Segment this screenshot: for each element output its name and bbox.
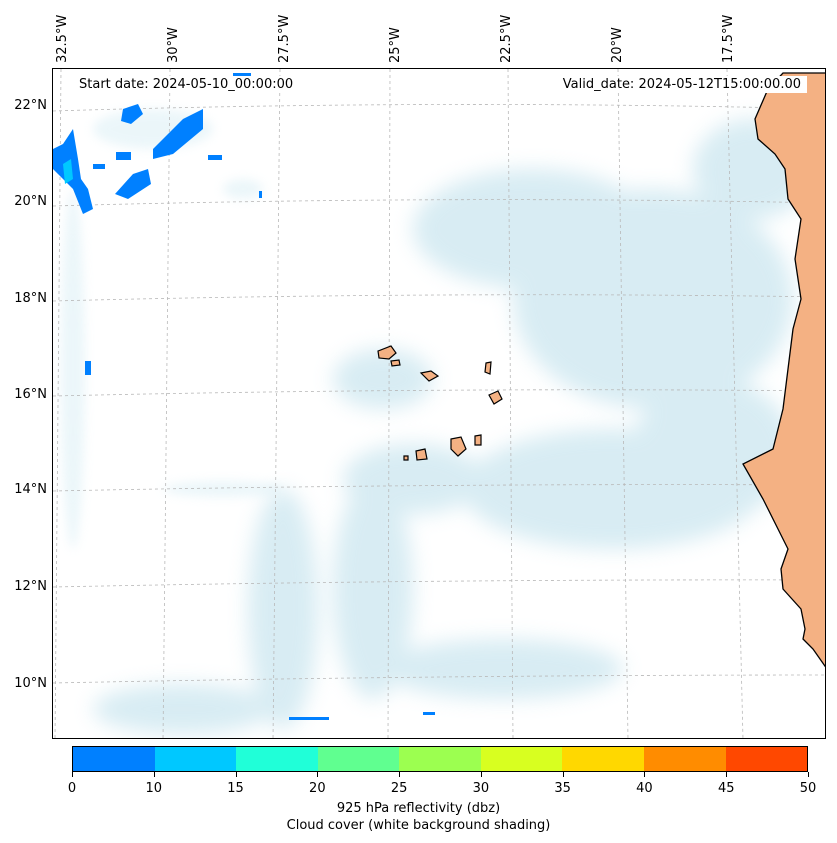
colorbar-tick-label: 25 [391,781,408,796]
colorbar-tick-label: 15 [227,781,244,796]
latitude-label: 22°N [14,98,47,113]
colorbar-segment [481,747,563,771]
colorbar-segment [73,747,155,771]
cloud-cover-light [61,109,283,549]
colorbar-tick-label: 20 [309,781,326,796]
longitude-label: 20°W [610,27,625,63]
longitude-label: 32.5°W [55,15,70,63]
colorbar-tick [808,772,809,777]
colorbar-tick [399,772,400,777]
colorbar-segment [155,747,237,771]
latitude-label: 14°N [14,482,47,497]
longitude-label: 25°W [388,27,403,63]
colorbar-segment [399,747,481,771]
longitude-label: 22.5°W [499,15,514,63]
colorbar-tick [236,772,237,777]
cloud-cover-shading [93,119,813,734]
colorbar-segment [318,747,400,771]
latitude-label: 20°N [14,194,47,209]
colorbar-tick [563,772,564,777]
colorbar-tick [644,772,645,777]
colorbar-tick-label: 30 [473,781,490,796]
longitude-label: 17.5°W [721,15,736,63]
colorbar-segment [726,747,808,771]
colorbar-segment [644,747,726,771]
colorbar-tick-label: 50 [800,781,817,796]
colorbar-tick-label: 35 [554,781,571,796]
colorbar-tick-label: 45 [718,781,735,796]
colorbar-tick-label: 0 [68,781,76,796]
colorbar [72,746,808,772]
colorbar-segment [562,747,644,771]
colorbar-sublabel: Cloud cover (white background shading) [0,818,837,833]
longitude-label: 27.5°W [277,15,292,63]
colorbar-segment [236,747,318,771]
latitude-label: 18°N [14,291,47,306]
colorbar-tick [154,772,155,777]
colorbar-tick [726,772,727,777]
colorbar-tick [317,772,318,777]
latitude-label: 16°N [14,387,47,402]
colorbar-tick [481,772,482,777]
colorbar-tick [72,772,73,777]
valid-date-label: Valid_date: 2024-05-12T15:00:00.00 [557,76,807,93]
colorbar-tick-label: 10 [145,781,162,796]
longitude-label: 30°W [166,27,181,63]
map-area [52,68,826,739]
colorbar-tick-label: 40 [636,781,653,796]
start-date-label: Start date: 2024-05-10_00:00:00 [73,76,299,93]
colorbar-label: 925 hPa reflectivity (dbz) [0,801,837,816]
latitude-label: 12°N [14,579,47,594]
map-canvas [53,69,826,739]
latitude-label: 10°N [14,676,47,691]
